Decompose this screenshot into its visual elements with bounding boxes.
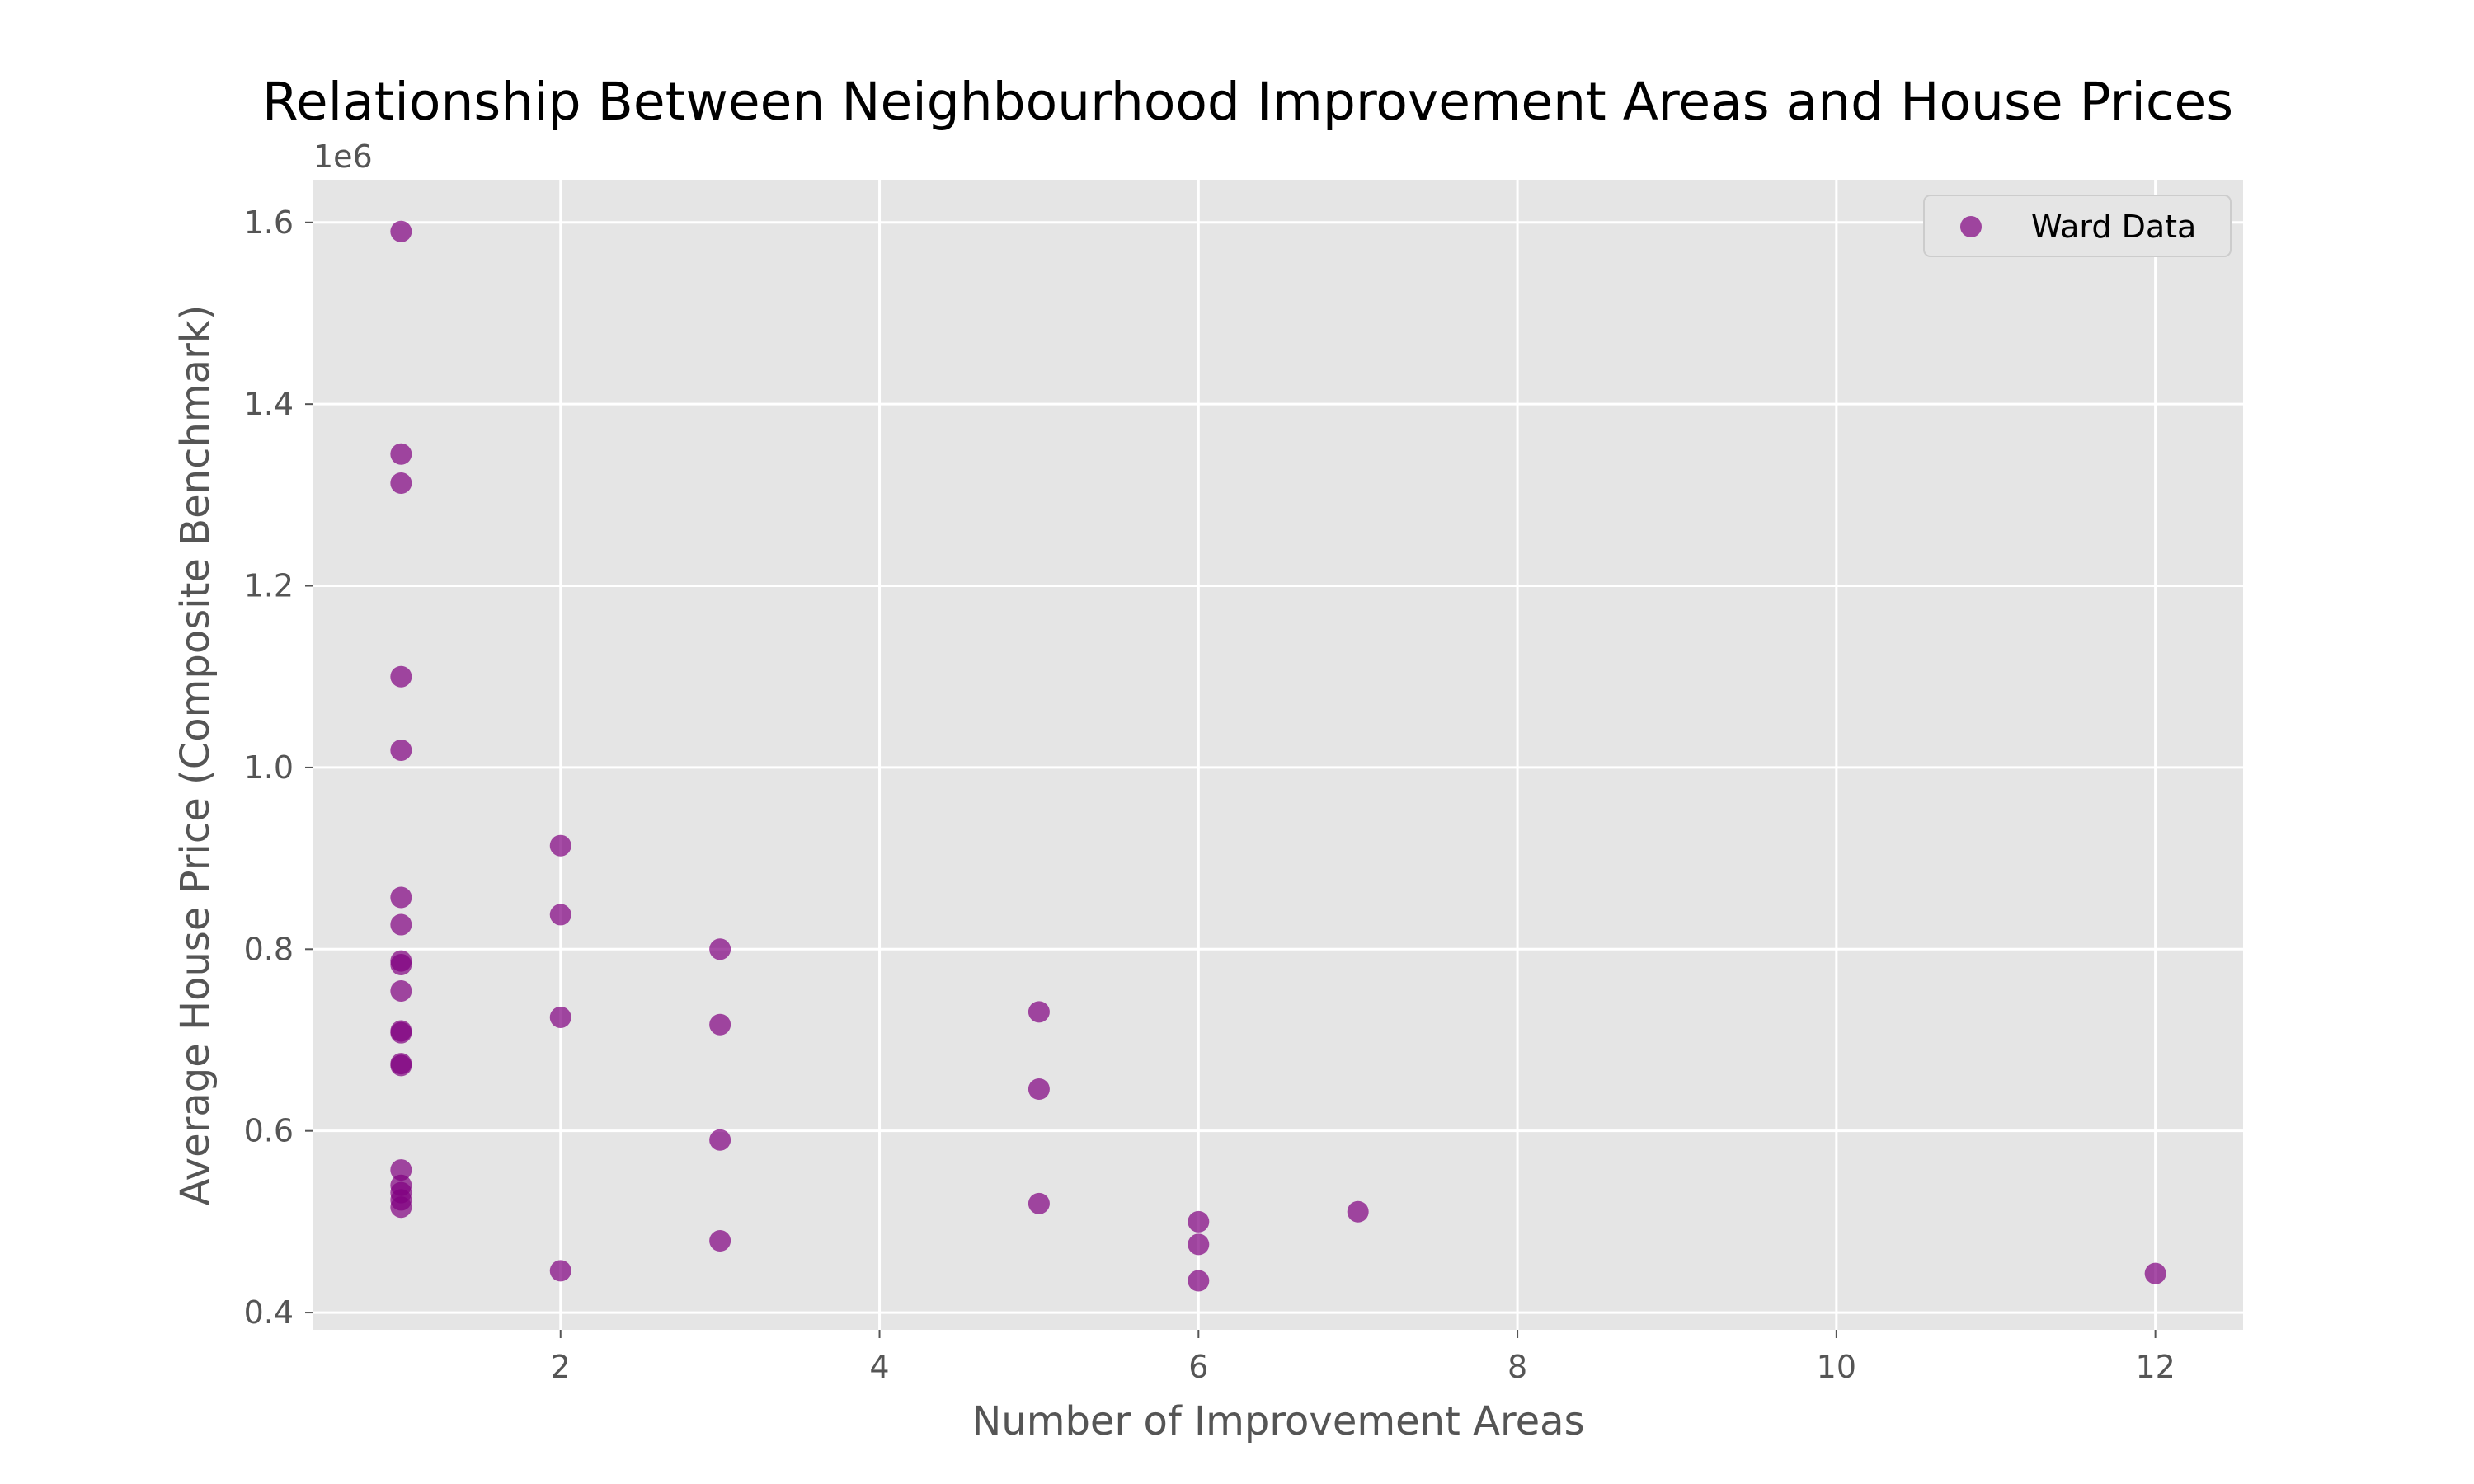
plot-area bbox=[313, 180, 2243, 1330]
data-point bbox=[390, 979, 412, 1002]
grid-lines bbox=[313, 180, 2243, 1330]
data-point bbox=[390, 913, 412, 936]
data-point bbox=[390, 472, 412, 495]
data-point bbox=[390, 1196, 412, 1219]
data-point bbox=[549, 834, 571, 857]
data-point bbox=[1347, 1200, 1369, 1223]
x-axis-label: Number of Improvement Areas bbox=[971, 1398, 1584, 1444]
data-point bbox=[1028, 1192, 1050, 1214]
y-axis-label: Average House Price (Composite Benchmark… bbox=[172, 305, 219, 1206]
legend-box bbox=[1923, 195, 2232, 257]
y-tick-label: 1.4 bbox=[244, 386, 294, 422]
y-tick-label: 1.2 bbox=[244, 568, 294, 604]
data-point bbox=[390, 1021, 412, 1044]
axis-ticks: 2 4 6 8 10 12 0.4 0.6 0.8 1.0 1.2 1.4 1.6 bbox=[244, 204, 2175, 1385]
y-tick-label: 0.8 bbox=[244, 931, 294, 967]
chart-title: Relationship Between Neighbourhood Impro… bbox=[262, 72, 2233, 132]
y-tick-label: 0.6 bbox=[244, 1113, 294, 1149]
legend-label: Ward Data bbox=[2031, 209, 2196, 245]
data-point bbox=[390, 954, 412, 976]
data-point bbox=[1188, 1233, 1210, 1256]
data-point bbox=[1188, 1270, 1210, 1292]
x-tick-label: 2 bbox=[551, 1349, 571, 1385]
y-offset-label: 1e6 bbox=[313, 139, 373, 175]
data-point bbox=[390, 665, 412, 688]
data-point bbox=[549, 904, 571, 926]
data-point bbox=[390, 886, 412, 909]
legend-marker bbox=[1960, 216, 1982, 237]
data-point bbox=[1028, 1078, 1050, 1100]
data-point bbox=[390, 739, 412, 761]
data-point bbox=[709, 1013, 731, 1036]
data-point bbox=[390, 443, 412, 465]
data-point bbox=[390, 1159, 412, 1181]
data-point bbox=[709, 1230, 731, 1252]
x-tick-label: 8 bbox=[1507, 1349, 1527, 1385]
data-point bbox=[709, 938, 731, 960]
y-tick-label: 1.0 bbox=[244, 749, 294, 786]
data-point bbox=[549, 1260, 571, 1282]
data-point bbox=[1188, 1210, 1210, 1233]
data-point bbox=[390, 1054, 412, 1077]
data-point bbox=[549, 1006, 571, 1028]
data-points bbox=[390, 220, 2166, 1292]
data-point bbox=[709, 1129, 731, 1151]
x-tick-label: 10 bbox=[1817, 1349, 1856, 1385]
y-tick-label: 0.4 bbox=[244, 1294, 294, 1331]
data-point bbox=[2144, 1262, 2166, 1284]
data-point bbox=[390, 220, 412, 242]
x-tick-label: 4 bbox=[869, 1349, 889, 1385]
data-point bbox=[1028, 1001, 1050, 1023]
y-tick-label: 1.6 bbox=[244, 204, 294, 241]
legend: Ward Data bbox=[1923, 195, 2232, 257]
x-tick-label: 12 bbox=[2135, 1349, 2175, 1385]
x-tick-label: 6 bbox=[1188, 1349, 1208, 1385]
